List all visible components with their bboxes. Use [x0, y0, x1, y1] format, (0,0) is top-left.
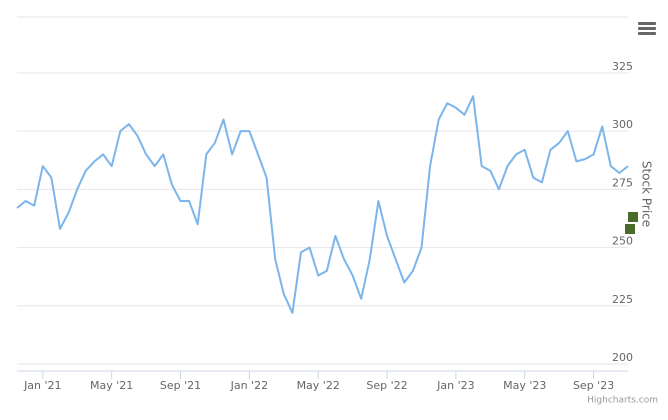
y-tick-label: 300 [612, 118, 633, 131]
x-tick-label: Jan '21 [23, 379, 61, 392]
y-tick-label: 200 [612, 351, 633, 364]
x-tick-label: May '23 [503, 379, 546, 392]
menu-bar [638, 32, 656, 35]
menu-bar [638, 27, 656, 30]
menu-button[interactable] [638, 22, 656, 35]
x-tick-label: Sep '23 [573, 379, 614, 392]
marker [628, 212, 638, 222]
y-tick-label: 250 [612, 235, 633, 248]
x-tick-label: Jan '23 [436, 379, 474, 392]
y-tick-label: 325 [612, 60, 633, 73]
x-tick-label: May '21 [90, 379, 133, 392]
series-line [16, 95, 629, 314]
x-tick-label: Jan '22 [230, 379, 268, 392]
x-tick-label: Sep '21 [160, 379, 201, 392]
credits[interactable]: Highcharts.com [587, 396, 658, 406]
x-tick-label: Sep '22 [366, 379, 407, 392]
marker [625, 224, 635, 234]
menu-bar [638, 22, 656, 25]
y-tick-label: 275 [612, 176, 633, 189]
x-tick-label: May '22 [297, 379, 340, 392]
y-axis-title: Stock Price [640, 161, 654, 227]
y-tick-label: 225 [612, 293, 633, 306]
